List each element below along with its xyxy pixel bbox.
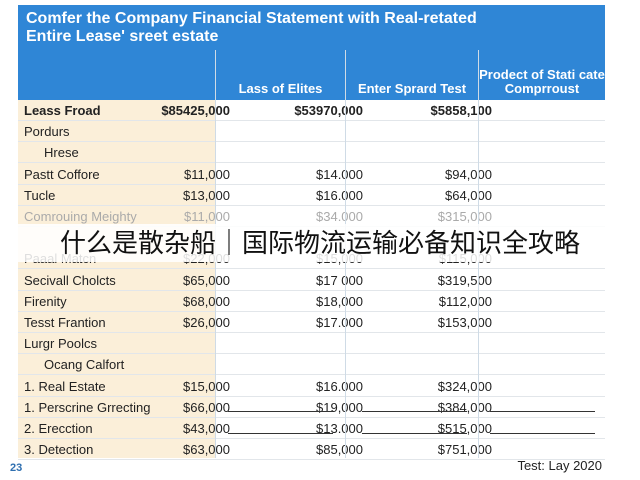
row-label: 2. Erecction <box>24 421 93 436</box>
table-row: Tesst Frantion $26,000 $17.000 $153,000 <box>18 312 605 333</box>
table-row: Tucle $13,000 $16.000 $64,000 <box>18 185 605 206</box>
underline <box>362 433 467 434</box>
column-header: Prodect of Stati cate Comprroust <box>478 50 605 100</box>
cell-value: $63,000 <box>183 442 230 458</box>
row-label: Lurgr Poolcs <box>24 336 97 352</box>
cell-value: $85,000 <box>316 442 363 458</box>
underline <box>228 433 333 434</box>
cell-value: $11,000 <box>183 166 230 182</box>
underline <box>228 411 333 412</box>
cell-value: $43,000 <box>183 421 230 436</box>
row-label: Leass Froad <box>24 103 101 118</box>
table-row: 1. Real Estate $15,000 $16.000 $324,000 <box>18 376 605 397</box>
cell-value: $5858,100 <box>430 103 492 118</box>
table-row: Lurgr Poolcs <box>18 333 605 355</box>
cell-value: $751,000 <box>437 442 492 458</box>
column-header: Enter Sprard Test <box>345 50 478 100</box>
title-line: Entire Lease' sreet estate <box>26 28 219 45</box>
underline <box>490 433 595 434</box>
underline <box>490 411 595 412</box>
cell-value: $53970,000 <box>294 103 363 118</box>
table-row: Pastt Coffore $11,000 $14.000 $94,000 <box>18 164 605 185</box>
cell-value: $26,000 <box>183 315 230 330</box>
cell-value: $17.000 <box>316 315 363 330</box>
table-row: Firenity $68,000 $18,000 $112,000 <box>18 291 605 312</box>
cell-value: $324,000 <box>437 378 492 394</box>
table-row: Secivall Cholcts $65,000 $17 000 $319,500 <box>18 270 605 291</box>
table-row: Pordurs <box>18 121 605 143</box>
cell-value: $14.000 <box>316 166 363 182</box>
overlay-banner: 什么是散杂船｜国际物流运输必备知识全攻略 <box>0 224 640 262</box>
title-line: Comfer the Company Financial Statement w… <box>26 10 477 27</box>
label-column <box>18 100 215 458</box>
row-label: Tucle <box>24 187 56 203</box>
cell-value: $16.000 <box>316 378 363 394</box>
cell-value: $34.000 <box>316 209 363 224</box>
cell-value: $315,000 <box>437 209 492 224</box>
cell-value: $66,000 <box>183 399 230 415</box>
cell-value: $17 000 <box>316 272 363 288</box>
row-label: Pastt Coffore <box>24 166 100 182</box>
cell-value: $85425,000 <box>161 103 230 118</box>
cell-value: $68,000 <box>183 293 230 309</box>
table-row: 1. Perscrine Grrecting $66,000 $19,000 $384… <box>18 397 605 418</box>
table-row: Hrese <box>18 142 605 164</box>
cell-value: $319,500 <box>437 272 492 288</box>
row-label: Secivall Cholcts <box>24 272 116 288</box>
row-label: Hrese <box>44 145 79 161</box>
cell-value: $94,000 <box>445 166 492 182</box>
row-label: 1. Perscrine Grrecting <box>24 399 151 415</box>
row-label: Tesst Frantion <box>24 315 106 330</box>
cell-value: $384,000 <box>437 399 492 415</box>
title: Comfer the Company Financial Statement w… <box>26 10 477 46</box>
cell-value: $11,000 <box>183 209 230 224</box>
cell-value: $64,000 <box>445 187 492 203</box>
cell-value: $18,000 <box>316 293 363 309</box>
column-header: Lass of Elites <box>215 50 345 100</box>
row-label: 1. Real Estate <box>24 378 106 394</box>
footer-note: Test: Lay 2020 <box>517 458 602 473</box>
cell-value: $13.000 <box>316 421 363 436</box>
row-label: Firenity <box>24 293 67 309</box>
page-number: 23 <box>10 462 23 474</box>
row-label: Ocang Calfort <box>44 357 125 373</box>
underline <box>362 411 467 412</box>
cell-value: $112,000 <box>438 293 492 309</box>
table-row: 2. Erecction $43,000 $13.000 $515,000 <box>18 418 605 439</box>
cell-value: $16.000 <box>316 187 363 203</box>
cell-value: $13,000 <box>183 187 230 203</box>
table-row: Leass Froad $85425,000 $53970,000 $5858,100 <box>18 100 605 121</box>
row-label: 3. Detection <box>24 442 94 458</box>
table-row: Ocang Calfort <box>18 354 605 376</box>
cell-value: $15,000 <box>183 378 230 394</box>
cell-value: $19,000 <box>316 399 363 415</box>
cell-value: $153,000 <box>437 315 492 330</box>
row-label: Pordurs <box>24 124 70 140</box>
cell-value: $65,000 <box>183 272 230 288</box>
row-label: Comrouing Meighty <box>24 209 137 224</box>
